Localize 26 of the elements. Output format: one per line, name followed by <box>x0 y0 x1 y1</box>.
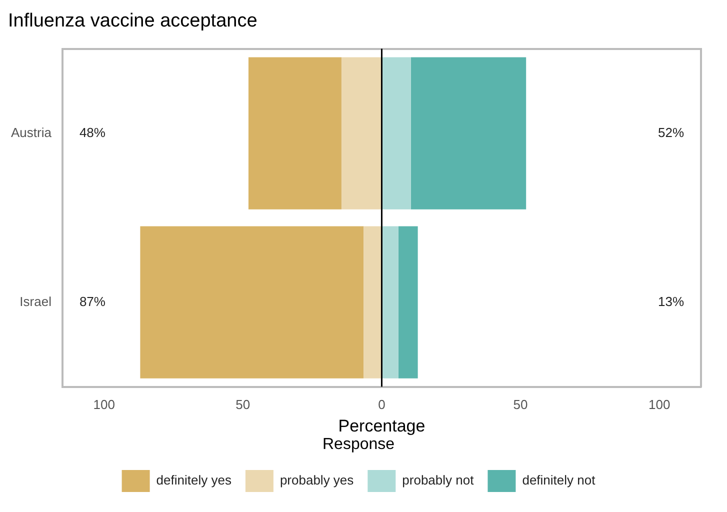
x-tick-label: 100 <box>648 397 670 412</box>
bar <box>382 57 411 210</box>
x-tick-label: 50 <box>236 397 250 412</box>
y-tick-label: Austria <box>10 124 52 140</box>
annotation: 52% <box>658 124 684 140</box>
annotation: 13% <box>658 294 684 309</box>
annotation: 48% <box>79 124 106 140</box>
bar <box>398 226 418 378</box>
bar <box>410 57 526 210</box>
x-tick-label: 50 <box>513 397 528 412</box>
legend-label: probably yes <box>280 472 354 488</box>
legend-title: Response <box>322 436 395 454</box>
bar <box>382 226 398 378</box>
bar <box>140 226 364 378</box>
annotation: 87% <box>79 294 106 309</box>
legend-label: probably not <box>402 472 474 488</box>
legend-label: definitely not <box>522 472 596 488</box>
bar <box>248 57 342 210</box>
bar <box>364 226 382 378</box>
x-tick-label: 0 <box>378 397 386 412</box>
x-axis-title: Percentage <box>338 416 426 436</box>
y-tick-label: Israel <box>20 294 52 309</box>
x-tick-label: 100 <box>93 397 115 412</box>
chart-title: Influenza vaccine acceptance <box>8 10 258 32</box>
bar <box>341 57 382 210</box>
legend-label: definitely yes <box>156 472 232 488</box>
